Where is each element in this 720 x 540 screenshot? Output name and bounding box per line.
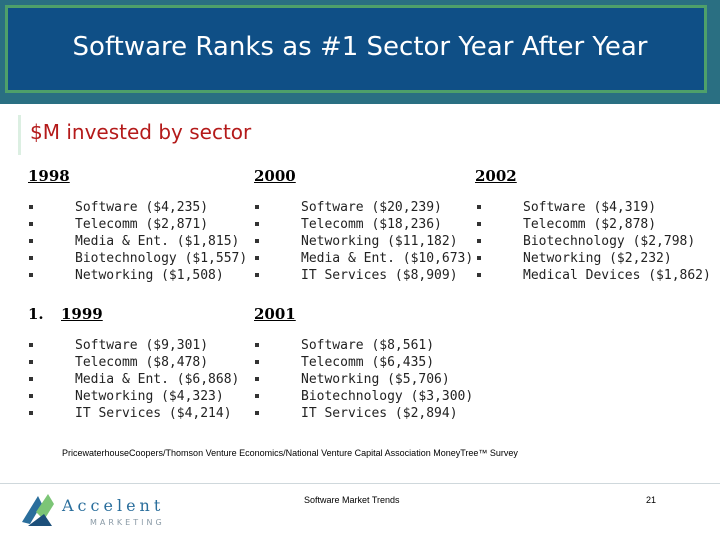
bullet-icon bbox=[477, 205, 481, 209]
bullet-icon bbox=[477, 273, 481, 277]
bullet-icon bbox=[255, 239, 259, 243]
list-item: IT Services ($2,894) bbox=[255, 405, 473, 422]
company-logo: Accelent MARKETING bbox=[18, 488, 188, 536]
list-item: Networking ($1,508) bbox=[29, 267, 247, 284]
list-item: Networking ($2,232) bbox=[477, 250, 711, 267]
year-1998-list: Software ($4,235) Telecomm ($2,871) Medi… bbox=[29, 199, 247, 284]
content-area bbox=[14, 155, 706, 485]
list-item: Networking ($11,182) bbox=[255, 233, 473, 250]
year-2001-list: Software ($8,561) Telecomm ($6,435) Netw… bbox=[255, 337, 473, 422]
year-1998-heading: 1998 bbox=[28, 167, 70, 185]
bullet-icon bbox=[29, 343, 33, 347]
list-item: Medical Devices ($1,862) bbox=[477, 267, 711, 284]
list-item: Telecomm ($2,871) bbox=[29, 216, 247, 233]
list-item: Telecomm ($6,435) bbox=[255, 354, 473, 371]
bullet-icon bbox=[29, 377, 33, 381]
footer-divider bbox=[0, 483, 720, 484]
bullet-icon bbox=[255, 360, 259, 364]
footer-title: Software Market Trends bbox=[304, 495, 400, 505]
list-item: Biotechnology ($3,300) bbox=[255, 388, 473, 405]
subtitle: $M invested by sector bbox=[30, 120, 252, 144]
list-item: Telecomm ($18,236) bbox=[255, 216, 473, 233]
bullet-icon bbox=[29, 239, 33, 243]
list-item: Software ($8,561) bbox=[255, 337, 473, 354]
year-1999-list: Software ($9,301) Telecomm ($8,478) Medi… bbox=[29, 337, 239, 422]
subtitle-band bbox=[0, 104, 720, 154]
list-item: IT Services ($4,214) bbox=[29, 405, 239, 422]
list-item: Software ($4,235) bbox=[29, 199, 247, 216]
slide-title: Software Ranks as #1 Sector Year After Y… bbox=[72, 32, 648, 62]
list-item: Media & Ent. ($1,815) bbox=[29, 233, 247, 250]
bullet-icon bbox=[29, 394, 33, 398]
list-item: Software ($20,239) bbox=[255, 199, 473, 216]
year-1999-heading: 1999 bbox=[61, 305, 103, 323]
list-item: Networking ($5,706) bbox=[255, 371, 473, 388]
list-item: Telecomm ($2,878) bbox=[477, 216, 711, 233]
list-item: Telecomm ($8,478) bbox=[29, 354, 239, 371]
list-item: Biotechnology ($2,798) bbox=[477, 233, 711, 250]
bullet-icon bbox=[477, 239, 481, 243]
list-item: Media & Ent. ($6,868) bbox=[29, 371, 239, 388]
year-2000-heading: 2000 bbox=[254, 167, 296, 185]
year-2002-list: Software ($4,319) Telecomm ($2,878) Biot… bbox=[477, 199, 711, 284]
bullet-icon bbox=[255, 411, 259, 415]
bullet-icon bbox=[255, 377, 259, 381]
bullet-icon bbox=[29, 411, 33, 415]
bullet-icon bbox=[255, 273, 259, 277]
bullet-icon bbox=[255, 256, 259, 260]
bullet-icon bbox=[29, 360, 33, 364]
title-box bbox=[5, 5, 707, 93]
logo-tagline: MARKETING bbox=[90, 518, 165, 527]
year-2001-heading: 2001 bbox=[254, 305, 296, 323]
list-item: Software ($4,319) bbox=[477, 199, 711, 216]
bullet-icon bbox=[255, 222, 259, 226]
source-note: PricewaterhouseCoopers/Thomson Venture E… bbox=[62, 448, 518, 458]
logo-mark-icon bbox=[22, 494, 54, 526]
list-item: Networking ($4,323) bbox=[29, 388, 239, 405]
bullet-icon bbox=[477, 256, 481, 260]
list-item: IT Services ($8,909) bbox=[255, 267, 473, 284]
year-1999-number: 1. bbox=[28, 305, 44, 323]
page-number: 21 bbox=[646, 495, 657, 505]
bullet-icon bbox=[29, 222, 33, 226]
list-item: Biotechnology ($1,557) bbox=[29, 250, 247, 267]
list-item: Media & Ent. ($10,673) bbox=[255, 250, 473, 267]
header-band: Software Ranks as #1 Sector Year After Y… bbox=[0, 0, 720, 104]
subtitle-accent bbox=[18, 115, 21, 155]
bullet-icon bbox=[29, 256, 33, 260]
year-2000-list: Software ($20,239) Telecomm ($18,236) Ne… bbox=[255, 199, 473, 284]
bullet-icon bbox=[255, 205, 259, 209]
bullet-icon bbox=[255, 394, 259, 398]
year-2002-heading: 2002 bbox=[475, 167, 517, 185]
bullet-icon bbox=[29, 273, 33, 277]
bullet-icon bbox=[29, 205, 33, 209]
list-item: Software ($9,301) bbox=[29, 337, 239, 354]
logo-wordmark: Accelent bbox=[62, 496, 165, 515]
bullet-icon bbox=[255, 343, 259, 347]
bullet-icon bbox=[477, 222, 481, 226]
